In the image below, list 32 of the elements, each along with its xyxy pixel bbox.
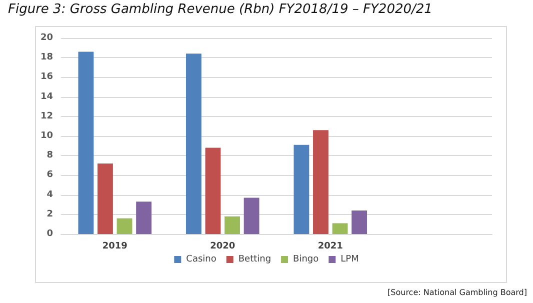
bar bbox=[294, 144, 310, 234]
chart-title: Figure 3: Gross Gambling Revenue (Rbn) FY2018/19 – FY2020/21 bbox=[8, 2, 432, 17]
legend-label: LPM bbox=[340, 254, 359, 264]
y-tick-label: 4 bbox=[46, 190, 53, 200]
bar bbox=[136, 202, 152, 234]
legend-label: Betting bbox=[238, 254, 272, 264]
y-tick-label: 12 bbox=[40, 111, 53, 122]
x-tick-label: 2020 bbox=[210, 242, 236, 252]
bar bbox=[186, 54, 202, 234]
bar bbox=[244, 198, 260, 234]
y-tick-label: 2 bbox=[46, 209, 53, 220]
y-tick-label: 20 bbox=[40, 33, 53, 43]
bar bbox=[332, 223, 348, 234]
bar bbox=[224, 216, 240, 234]
y-tick-label: 14 bbox=[40, 92, 53, 102]
text: [Source: National Gambling Board] bbox=[388, 288, 527, 297]
y-tick-label: 16 bbox=[40, 72, 53, 82]
bar bbox=[352, 210, 368, 234]
legend-label: Casino bbox=[186, 254, 217, 264]
y-tick-label: 0 bbox=[46, 229, 53, 239]
legend-label: Bingo bbox=[293, 254, 320, 264]
y-tick-label: 18 bbox=[40, 52, 53, 63]
y-tick-label: 8 bbox=[46, 150, 53, 161]
y-tick-label: 6 bbox=[46, 170, 53, 180]
y-tick-label: 10 bbox=[40, 131, 53, 141]
bar bbox=[313, 130, 328, 234]
x-tick-label: 2021 bbox=[318, 242, 343, 252]
bar bbox=[98, 163, 113, 234]
bar bbox=[78, 52, 94, 234]
x-tick-label: 2019 bbox=[102, 242, 128, 252]
bar bbox=[116, 218, 132, 234]
bar bbox=[205, 148, 221, 234]
